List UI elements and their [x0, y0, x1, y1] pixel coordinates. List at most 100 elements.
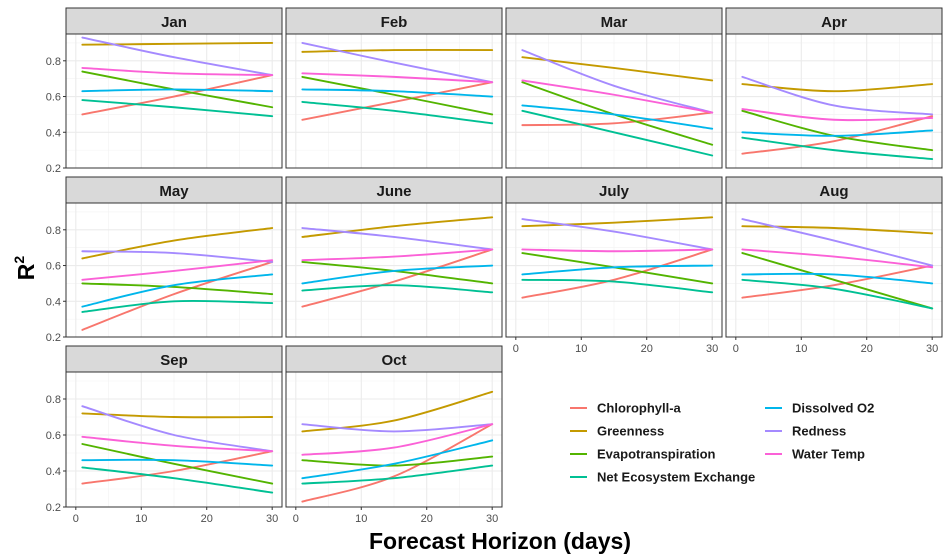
series-lines: [521, 49, 714, 157]
legend-label: Redness: [792, 424, 846, 439]
facet-strip: [285, 176, 503, 204]
facet-label: May: [159, 183, 189, 200]
legend-label: Net Ecosystem Exchange: [597, 470, 755, 485]
series-line-water-temp: [301, 423, 494, 456]
facet-label: June: [376, 183, 411, 200]
series-line-chlorophyll-a: [741, 115, 934, 155]
facet-label: Feb: [381, 14, 408, 31]
x-tick-label: 10: [575, 343, 587, 355]
legend-item: Net Ecosystem Exchange: [570, 470, 755, 485]
series-line-chlorophyll-a: [741, 264, 934, 299]
series-line-dissolved-o2: [81, 88, 274, 93]
legend: Chlorophyll-a Greenness Evapotranspiration…: [570, 401, 874, 485]
series-lines: [521, 216, 714, 299]
panel-border: [505, 33, 723, 169]
series-line-redness: [521, 49, 714, 114]
series-line-chlorophyll-a: [301, 423, 494, 503]
facet-panel-apr: Apr: [725, 7, 943, 169]
legend-label: Chlorophyll-a: [597, 401, 682, 416]
series-line-water-temp: [301, 72, 494, 84]
facet-panel-june: June: [285, 176, 503, 338]
series-lines: [301, 390, 494, 503]
series-line-redness: [301, 227, 494, 251]
y-tick-label: 0.8: [46, 56, 61, 68]
facet-panel-mar: Mar: [505, 7, 723, 169]
y-tick-label: 0.6: [46, 92, 61, 104]
facet-panel-jan: Jan 0.2 0.4 0.6 0.8: [46, 7, 283, 175]
series-line-water-temp: [81, 435, 274, 453]
series-line-net-ecosystem-exchange: [521, 109, 714, 157]
x-tick-label: 30: [926, 343, 938, 355]
facet-label: Jan: [161, 14, 187, 31]
series-line-greenness: [301, 216, 494, 238]
series-line-net-ecosystem-exchange: [301, 100, 494, 125]
series-lines: [741, 218, 934, 310]
series-lines: [81, 405, 274, 494]
facet-label: Oct: [381, 352, 406, 369]
series-line-greenness: [741, 225, 934, 235]
series-line-net-ecosystem-exchange: [301, 464, 494, 485]
series-line-greenness: [301, 48, 494, 53]
x-tick-label: 0: [73, 513, 79, 525]
y-tick-label: 0.6: [46, 261, 61, 273]
series-line-redness: [301, 423, 494, 433]
facet-label: Aug: [819, 183, 848, 200]
series-line-greenness: [741, 83, 934, 93]
x-tick-label: 30: [486, 513, 498, 525]
series-line-redness: [741, 218, 934, 267]
facet-strip: [285, 345, 503, 373]
facet-label: Apr: [821, 14, 847, 31]
facet-panel-aug: Aug 0 10 20 30: [725, 176, 943, 355]
legend-item: Water Temp: [765, 447, 865, 462]
y-tick-label: 0.4: [46, 466, 61, 478]
facet-label: Sep: [160, 352, 188, 369]
legend-label: Water Temp: [792, 447, 865, 462]
panel-border: [65, 371, 283, 508]
series-line-dissolved-o2: [81, 458, 274, 467]
series-line-redness: [521, 218, 714, 251]
series-line-dissolved-o2: [301, 88, 494, 98]
series-lines: [741, 75, 934, 161]
y-tick-label: 0.8: [46, 394, 61, 406]
series-line-chlorophyll-a: [301, 248, 494, 308]
y-tick-label: 0.8: [46, 225, 61, 237]
series-line-redness: [81, 250, 274, 263]
facet-panel-sep: Sep 0.2 0.4 0.6 0.8 0 10 20 30: [46, 345, 283, 525]
series-line-greenness: [521, 216, 714, 228]
series-line-evapotranspiration: [81, 282, 274, 296]
series-line-greenness: [301, 390, 494, 433]
y-tick-label: 0.2: [46, 332, 61, 344]
y-tick-label: 0.2: [46, 163, 61, 175]
series-line-redness: [81, 405, 274, 453]
gridlines: [286, 372, 502, 508]
facet-strip: [285, 7, 503, 35]
legend-label: Greenness: [597, 424, 664, 439]
series-line-net-ecosystem-exchange: [81, 466, 274, 494]
series-line-greenness: [81, 412, 274, 419]
series-line-chlorophyll-a: [301, 81, 494, 121]
facet-panel-oct: Oct 0 10 20 30: [285, 345, 503, 525]
series-lines: [301, 41, 494, 125]
panel-border: [285, 33, 503, 169]
series-line-chlorophyll-a: [81, 450, 274, 485]
series-line-dissolved-o2: [521, 264, 714, 276]
x-tick-label: 20: [861, 343, 873, 355]
x-tick-label: 30: [706, 343, 718, 355]
facet-strip: [65, 7, 283, 35]
series-line-net-ecosystem-exchange: [81, 99, 274, 118]
y-axis-title-base: R: [13, 263, 39, 280]
series-line-net-ecosystem-exchange: [81, 299, 274, 313]
panel-border: [65, 33, 283, 169]
facet-label: Mar: [601, 14, 628, 31]
series-line-dissolved-o2: [741, 129, 934, 137]
series-lines: [81, 227, 274, 331]
x-tick-label: 20: [641, 343, 653, 355]
x-axis-title: Forecast Horizon (days): [369, 528, 631, 554]
facet-strip: [65, 176, 283, 204]
y-tick-label: 0.2: [46, 502, 61, 514]
gridlines: [286, 203, 502, 338]
x-tick-label: 20: [201, 513, 213, 525]
x-tick-label: 0: [293, 513, 299, 525]
